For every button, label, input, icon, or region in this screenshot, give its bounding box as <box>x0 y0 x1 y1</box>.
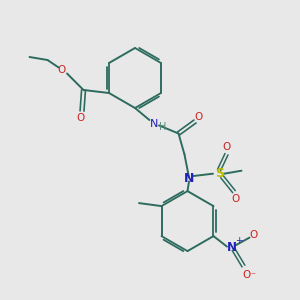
Text: N: N <box>184 172 194 185</box>
Text: ⁻: ⁻ <box>250 272 256 282</box>
Text: O: O <box>222 142 231 152</box>
Text: +: + <box>235 236 242 245</box>
Text: O: O <box>76 112 85 123</box>
Text: O: O <box>58 65 66 75</box>
Text: O: O <box>242 269 250 280</box>
Text: N: N <box>150 119 158 130</box>
Text: O: O <box>231 194 240 204</box>
Text: N: N <box>226 241 236 254</box>
Text: O: O <box>250 230 258 240</box>
Text: S: S <box>215 167 224 180</box>
Text: O: O <box>194 112 203 122</box>
Text: H: H <box>159 122 166 132</box>
